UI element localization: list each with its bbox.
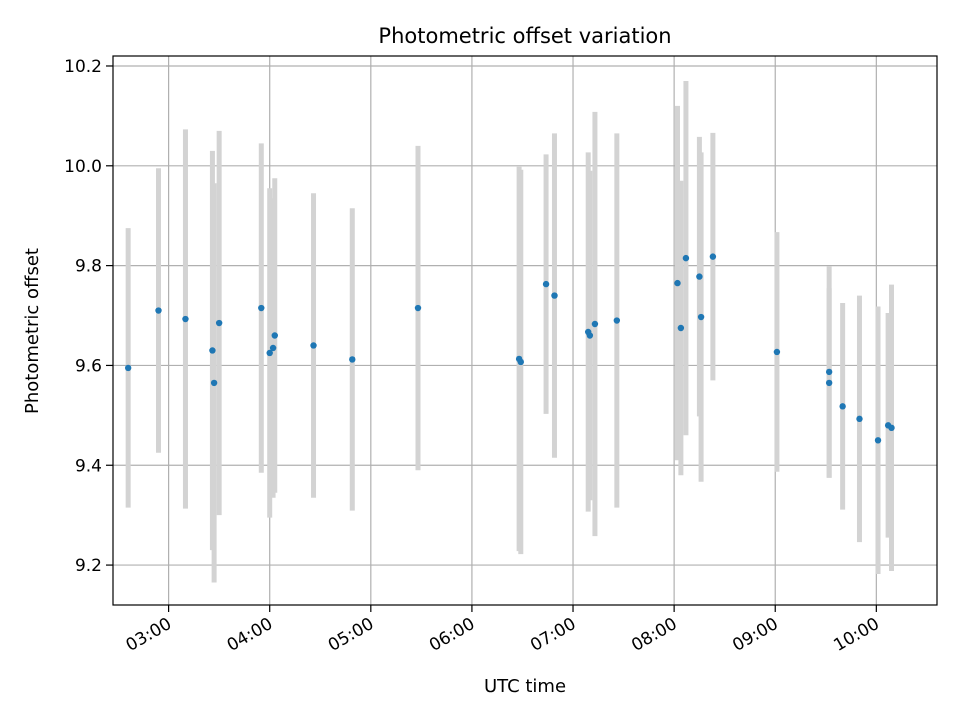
- y-tick-label: 10.2: [64, 57, 102, 77]
- data-point: [414, 304, 422, 312]
- data-point: [215, 319, 223, 327]
- data-point: [591, 320, 599, 328]
- data-point: [709, 253, 717, 260]
- y-axis-title: Photometric offset: [22, 248, 43, 414]
- plot-frame: [112, 55, 938, 606]
- data-points: [124, 253, 895, 444]
- data-point: [825, 368, 833, 376]
- data-point: [677, 324, 685, 332]
- data-point: [696, 273, 703, 280]
- data-point: [697, 313, 705, 321]
- y-tick-label: 10.0: [64, 157, 102, 177]
- data-point: [124, 364, 132, 372]
- y-tick-label: 9.6: [75, 356, 102, 376]
- data-point: [258, 304, 265, 312]
- data-point: [613, 317, 621, 324]
- data-point: [888, 424, 895, 432]
- data-point: [674, 279, 681, 287]
- x-axis-title: UTC time: [484, 676, 566, 697]
- y-axis: 9.2 9.4 9.6 9.8 10.0 10.2: [64, 57, 113, 576]
- chart-title: Photometric offset variation: [378, 24, 671, 48]
- data-point: [182, 315, 189, 323]
- data-point: [271, 332, 278, 339]
- data-point: [839, 403, 846, 410]
- data-point: [209, 347, 216, 354]
- data-point: [551, 292, 558, 299]
- data-point: [856, 415, 863, 423]
- data-point: [542, 280, 550, 288]
- data-point: [825, 379, 833, 387]
- y-tick-label: 9.2: [75, 556, 102, 576]
- data-point: [269, 344, 277, 352]
- data-point: [266, 349, 273, 357]
- data-point: [874, 437, 882, 444]
- data-point: [210, 379, 218, 387]
- y-tick-label: 9.8: [75, 257, 102, 277]
- data-point: [517, 358, 524, 366]
- data-point: [773, 348, 781, 356]
- data-point: [586, 332, 594, 339]
- data-point: [682, 254, 690, 262]
- data-point: [310, 342, 317, 349]
- data-point: [155, 307, 162, 314]
- data-point: [349, 356, 356, 363]
- y-tick-label: 9.4: [75, 456, 102, 476]
